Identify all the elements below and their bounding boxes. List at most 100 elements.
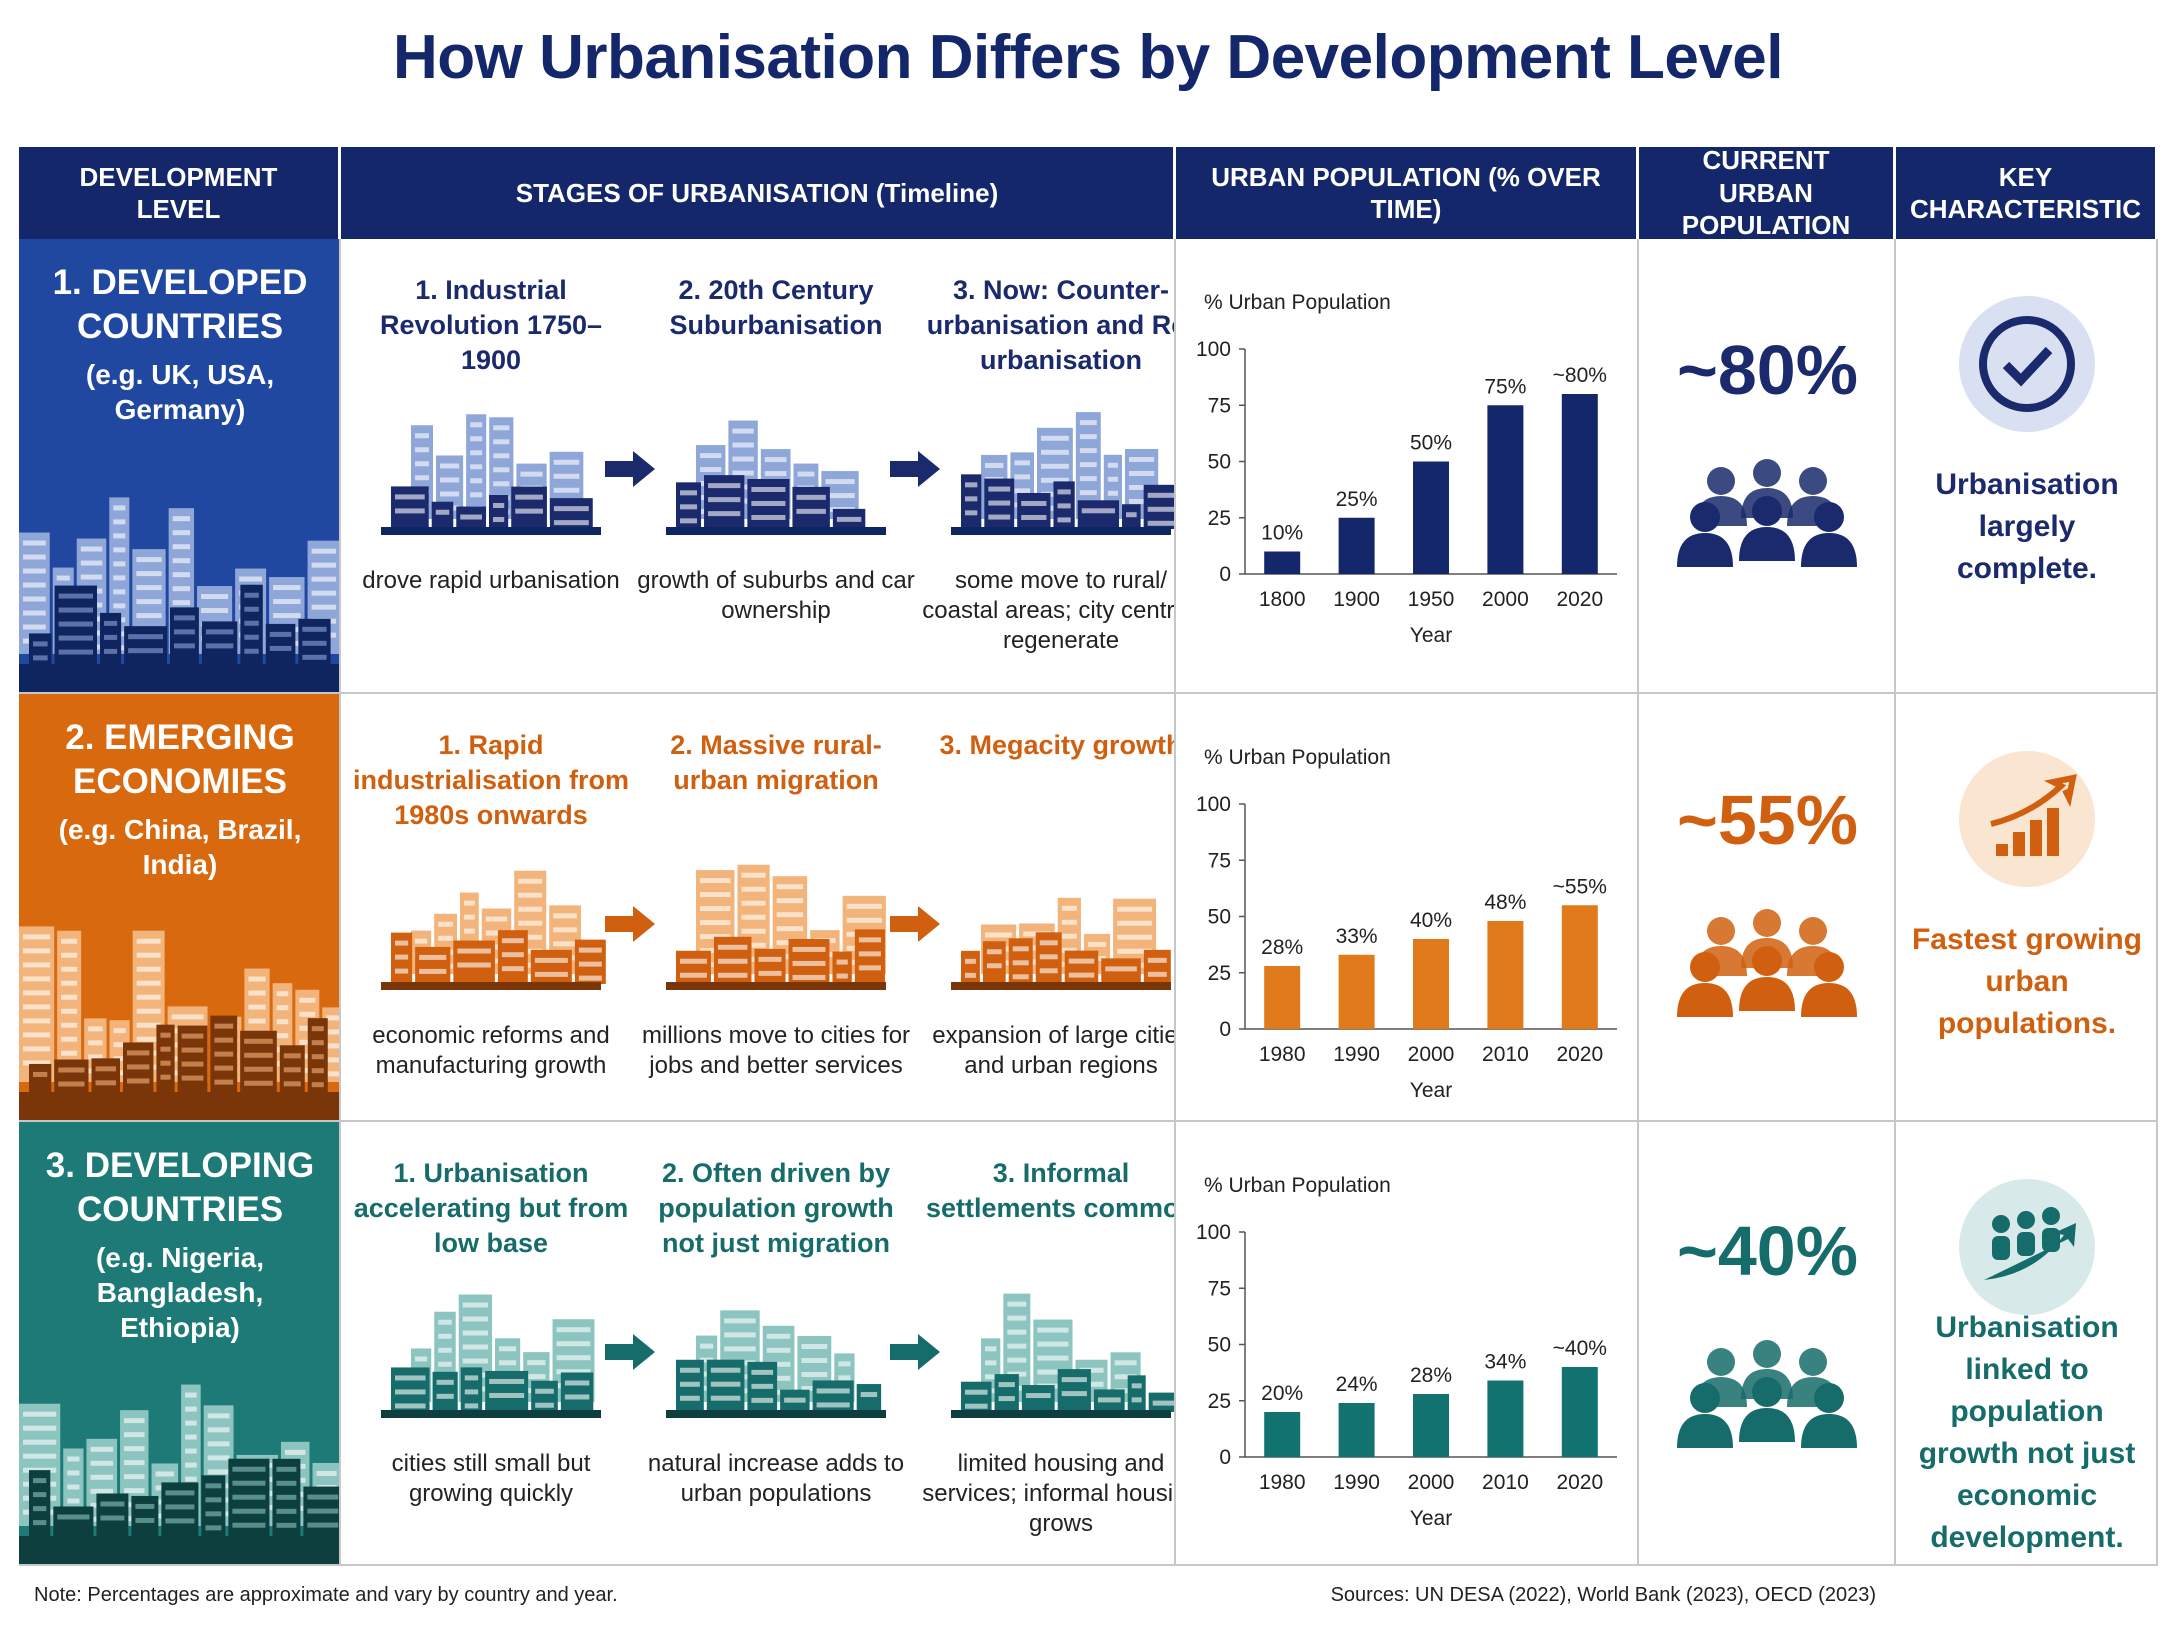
- window: [113, 547, 126, 553]
- window: [160, 1046, 171, 1052]
- x-tick-label: 1800: [1259, 588, 1306, 611]
- window: [113, 519, 126, 525]
- bar: [1264, 966, 1301, 1029]
- building: [124, 626, 167, 664]
- window: [103, 648, 118, 654]
- window: [239, 576, 263, 582]
- level-cell: 2. EMERGING ECONOMIES (e.g. China, Brazil…: [19, 694, 341, 1122]
- key-icon: [1959, 1179, 2095, 1315]
- window: [438, 1361, 452, 1367]
- level-examples: (e.g. China, Brazil, India): [58, 813, 302, 880]
- window: [23, 582, 46, 588]
- person-head: [1707, 916, 1735, 945]
- ground: [381, 1410, 601, 1418]
- value-label: 34%: [1484, 1351, 1526, 1374]
- building: [832, 951, 852, 984]
- window: [801, 1358, 828, 1364]
- window: [100, 1501, 125, 1507]
- level-examples: (e.g. UK, USA, Germany): [85, 358, 275, 425]
- window: [23, 1439, 57, 1445]
- window: [792, 974, 826, 980]
- window: [201, 594, 229, 600]
- window: [724, 1346, 756, 1352]
- window: [535, 1388, 554, 1394]
- window: [172, 600, 191, 606]
- window: [23, 624, 46, 630]
- person-body: [1677, 982, 1733, 1017]
- y-tick-label: 25: [1208, 1390, 1231, 1413]
- window: [489, 1378, 525, 1384]
- window: [438, 921, 453, 927]
- ground: [666, 1410, 886, 1418]
- value-label: 10%: [1261, 522, 1303, 545]
- y-axis-label: % Urban Population: [1204, 1174, 1391, 1197]
- window: [438, 1333, 452, 1339]
- window: [998, 1396, 1015, 1402]
- building: [431, 501, 454, 529]
- window: [1061, 919, 1077, 925]
- window: [136, 613, 162, 619]
- person-body: [1801, 1413, 1857, 1448]
- window: [61, 1008, 78, 1014]
- window: [741, 886, 766, 892]
- window: [1068, 958, 1095, 964]
- building: [201, 1475, 226, 1536]
- window: [299, 997, 316, 1003]
- window: [680, 1367, 700, 1373]
- window: [415, 461, 429, 467]
- y-tick-label: 50: [1208, 1334, 1231, 1357]
- window: [492, 517, 505, 523]
- window: [1079, 462, 1097, 468]
- window: [1039, 954, 1058, 960]
- window: [527, 1360, 546, 1366]
- level-title: 3. DEVELOPING COUNTRIES (e.g. Nigeria, Ba…: [19, 1144, 339, 1345]
- window: [311, 1054, 324, 1060]
- building: [131, 1495, 159, 1536]
- window: [680, 958, 707, 964]
- window: [33, 1478, 47, 1484]
- person-head: [1707, 467, 1735, 495]
- window: [205, 643, 234, 649]
- window: [751, 1397, 774, 1403]
- stage-title: 1. Industrial Revolution 1750–1900: [379, 275, 603, 376]
- window: [553, 487, 580, 493]
- window: [470, 436, 483, 442]
- y-tick-label: 25: [1208, 507, 1231, 530]
- window: [556, 1355, 591, 1361]
- stage-text: growth of suburbs and car ownership: [637, 567, 915, 624]
- window: [492, 503, 505, 509]
- building: [485, 1370, 529, 1412]
- window: [700, 878, 731, 884]
- current-value: ~55%: [1677, 780, 1858, 859]
- window: [985, 1346, 997, 1352]
- current-value: ~80%: [1677, 331, 1858, 409]
- x-tick-label: 2020: [1556, 1471, 1603, 1494]
- window: [776, 926, 804, 932]
- key-text: Urbanisation largely complete.: [1935, 468, 2119, 585]
- window: [578, 975, 602, 981]
- window: [988, 486, 1011, 492]
- window: [717, 958, 748, 964]
- window: [165, 1504, 195, 1510]
- person-body: [1739, 976, 1795, 1011]
- key-text: Urbanisation linked to population growth…: [1918, 1311, 2136, 1554]
- window: [700, 1357, 714, 1363]
- window: [67, 1456, 80, 1462]
- key-cell: Fastest growing urban populations.: [1896, 694, 2158, 1122]
- building: [432, 1371, 458, 1412]
- x-tick-label: 1980: [1259, 1043, 1306, 1066]
- window: [88, 1054, 103, 1060]
- window: [207, 1455, 230, 1461]
- building: [1077, 500, 1120, 529]
- stage: 3. Now: Counter-urbanisation and Re-urba…: [921, 239, 1174, 656]
- x-axis-label: Year: [1410, 1079, 1452, 1102]
- window: [1061, 1391, 1087, 1397]
- window: [80, 546, 103, 552]
- ground: [19, 664, 339, 692]
- window: [214, 1079, 234, 1085]
- window: [205, 1511, 222, 1517]
- window: [708, 511, 741, 517]
- window: [1057, 503, 1071, 509]
- window: [485, 930, 508, 936]
- column-header: CURRENT URBAN POPULATION: [1639, 145, 1896, 240]
